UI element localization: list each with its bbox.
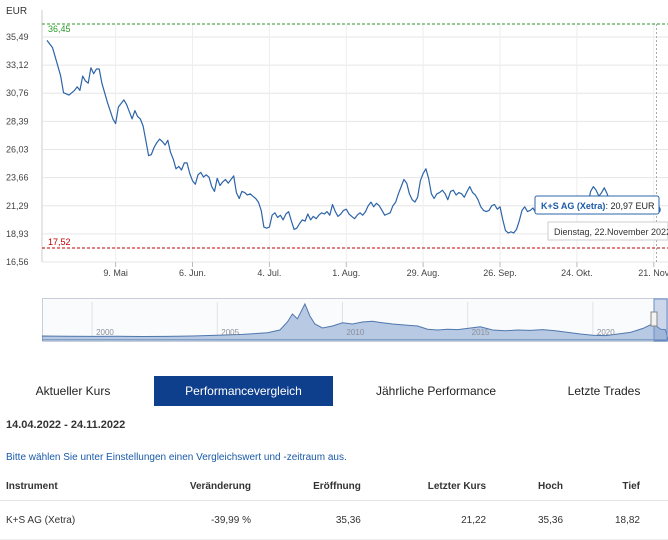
tooltip-instrument: K+S AG (Xetra) — [541, 201, 605, 211]
price-chart[interactable]: EUR 35,49 33,12 30,76 28,39 26,03 23,66 21,29 18… — [0, 0, 668, 290]
x-tick-label: 29. Aug. — [407, 268, 440, 278]
tooltip: K+S AG (Xetra): 20,97 EUR — [534, 195, 660, 215]
col-hoch: Hoch — [514, 473, 592, 501]
col-letzter-kurs: Letzter Kurs — [388, 473, 515, 501]
x-tick-label: 21. Nov — [638, 268, 668, 278]
x-tick-label: 24. Okt. — [561, 268, 593, 278]
tab-letzte-trades[interactable]: Letzte Trades — [567, 384, 641, 398]
tooltip-date-box — [547, 221, 668, 241]
cell-veraenderung: -39,99 % — [149, 500, 279, 540]
x-tick-label: 1. Aug. — [332, 268, 360, 278]
x-tick-label: 6. Jun. — [179, 268, 206, 278]
x-tick-label: 4. Jul. — [257, 268, 281, 278]
cell-instrument[interactable]: K+S AG (Xetra) — [0, 500, 150, 540]
y-tick-label: 33,12 — [6, 60, 29, 70]
col-instrument: Instrument — [0, 473, 150, 501]
navigator-handle-left — [650, 311, 658, 327]
col-veraenderung: Veränderung — [149, 473, 279, 501]
y-tick-label: 26,03 — [6, 144, 29, 154]
navigator-year-label: 2020 — [597, 328, 615, 337]
tab-performancevergleich[interactable]: Performancevergleich — [154, 376, 333, 406]
y-tick-label: 35,49 — [6, 32, 29, 42]
x-tick-label: 9. Mai — [103, 268, 128, 278]
navigator-year-label: 2010 — [346, 328, 364, 337]
y-tick-label: 21,29 — [6, 201, 29, 211]
tooltip-date: Dienstag, 22.November 2022 — [554, 227, 668, 237]
period-range: 14.04.2022 - 24.11.2022 — [6, 419, 126, 431]
y-tick-label: 30,76 — [6, 88, 29, 98]
tab-aktueller-kurs[interactable]: Aktueller Kurs — [35, 384, 111, 398]
low-line-label: 17,52 — [48, 237, 71, 247]
currency-label: EUR — [6, 6, 27, 17]
cell-tief: 18,82 — [591, 500, 668, 540]
tab-bar: Aktueller Kurs Performancevergleich Jähr… — [0, 376, 668, 408]
table-header-row: Instrument Veränderung Eröffnung Letzter… — [0, 473, 668, 501]
x-tick-label: 26. Sep. — [483, 268, 517, 278]
y-tick-label: 23,66 — [6, 173, 29, 183]
high-line-label: 36,45 — [48, 24, 71, 34]
cell-hoch: 35,36 — [514, 500, 592, 540]
tooltip-box — [534, 195, 660, 215]
settings-hint: Bitte wählen Sie unter Einstellungen ein… — [6, 452, 347, 463]
y-tick-label: 16,56 — [6, 257, 29, 267]
navigator-chart[interactable]: 2000 2005 2010 2015 2020 — [42, 298, 668, 342]
tab-jaehrliche-performance[interactable]: Jährliche Performance — [375, 384, 497, 398]
y-tick-label: 18,93 — [6, 229, 29, 239]
navigator-area — [42, 302, 668, 341]
performance-table: Instrument Veränderung Eröffnung Letzter… — [0, 473, 668, 540]
cell-letzter-kurs: 21,22 — [388, 500, 515, 540]
y-tick-label: 28,39 — [6, 116, 29, 126]
navigator-year-label: 2000 — [96, 328, 114, 337]
tooltip-value: : 20,97 EUR — [605, 201, 655, 211]
navigator-year-label: 2005 — [221, 328, 239, 337]
navigator-year-label: 2015 — [472, 328, 490, 337]
table-row[interactable]: K+S AG (Xetra) -39,99 % 35,36 21,22 35,3… — [0, 500, 668, 540]
col-eroeffnung: Eröffnung — [278, 473, 389, 501]
col-tief: Tief — [591, 473, 668, 501]
tooltip-text: K+S AG (Xetra): 20,97 EUR — [541, 201, 655, 211]
cell-eroeffnung: 35,36 — [278, 500, 389, 540]
